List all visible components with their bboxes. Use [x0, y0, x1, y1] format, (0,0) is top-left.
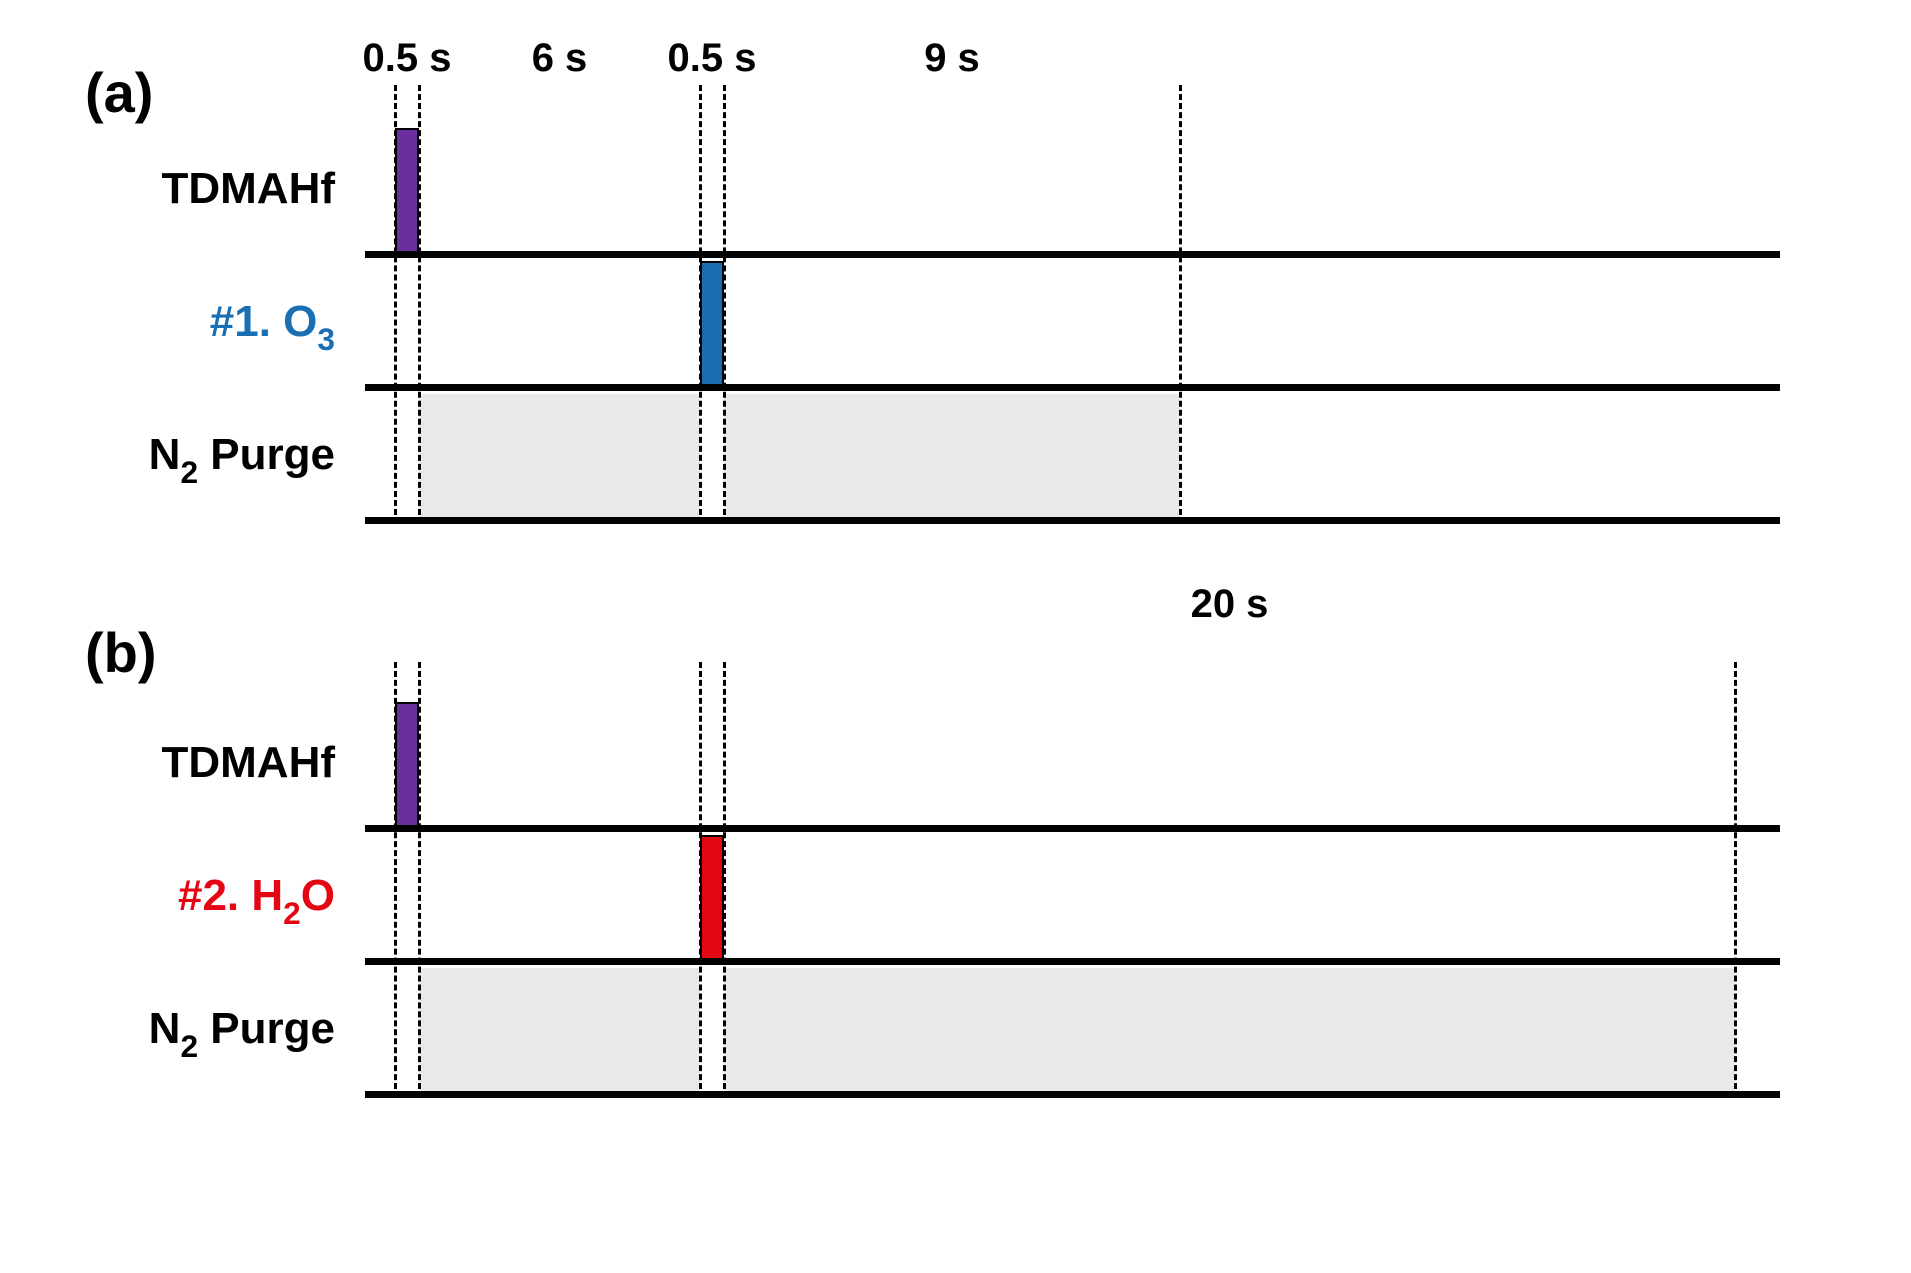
panel-b-tdmahf-pulse: [395, 702, 419, 825]
time-label-0.5s-2: 0.5 s: [668, 36, 757, 81]
panel-b-row2-baseline: [365, 958, 1780, 965]
panel-b-purge2: [724, 968, 1735, 1091]
panel-a-label: (a): [85, 60, 153, 125]
panel-a-dash-p1s: [394, 85, 397, 524]
panel-b-dash-p1e: [418, 662, 421, 1098]
panel-b-label-n2purge: N2 Purge: [15, 1004, 335, 1061]
panel-b-label: (b): [85, 620, 157, 685]
panel-a-o3-pulse: [700, 261, 724, 384]
panel-b-dash-p2e: [723, 662, 726, 1098]
panel-b-dash-p2s: [699, 662, 702, 1098]
panel-a-label-tdmahf: TDMAHf: [15, 164, 335, 214]
panel-a-dash-p2s: [699, 85, 702, 524]
panel-b-dash-p1s: [394, 662, 397, 1098]
time-label-6s: 6 s: [532, 36, 588, 81]
time-label-9s: 9 s: [924, 36, 980, 81]
panel-a-dash-p2e: [723, 85, 726, 524]
time-label-0.5s-1: 0.5 s: [363, 36, 452, 81]
panel-a-row2-baseline: [365, 384, 1780, 391]
time-label-20s: 20 s: [1191, 582, 1269, 627]
panel-a-dash-p1e: [418, 85, 421, 524]
panel-a-label-n2purge: N2 Purge: [15, 430, 335, 487]
panel-b-row3-baseline: [365, 1091, 1780, 1098]
panel-a-tdmahf-pulse: [395, 128, 419, 251]
panel-b-row1-baseline: [365, 825, 1780, 832]
panel-b-h2o-pulse: [700, 835, 724, 958]
panel-a-dash-end: [1179, 85, 1182, 524]
diagram-stage: (a) TDMAHf #1. O3 N2 Purge 0.5 s 6 s 0.5 s 9 s (…: [0, 0, 1911, 1273]
panel-a-row3-baseline: [365, 517, 1780, 524]
panel-b-label-h2o: #2. H2O: [15, 871, 335, 928]
panel-a-label-o3: #1. O3: [15, 297, 335, 354]
panel-b-label-tdmahf: TDMAHf: [15, 738, 335, 788]
panel-a-purge2: [724, 394, 1180, 517]
panel-b-dash-end: [1734, 662, 1737, 1098]
panel-a-row1-baseline: [365, 251, 1780, 258]
panel-b-purge1: [419, 968, 700, 1091]
panel-a-purge1: [419, 394, 700, 517]
